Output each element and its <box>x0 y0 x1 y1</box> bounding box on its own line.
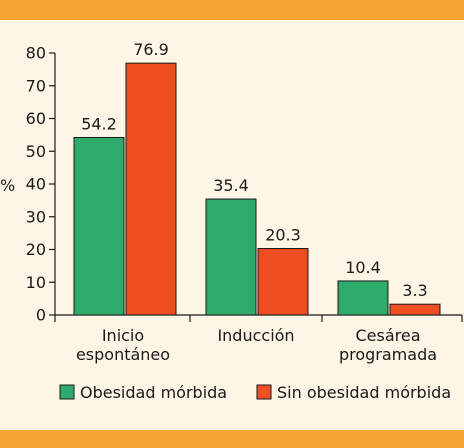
top-band <box>0 0 464 20</box>
bar <box>389 303 441 316</box>
y-tick-label: 10 <box>26 273 46 292</box>
y-tick-label: 30 <box>26 207 46 226</box>
data-label: 35.4 <box>213 176 249 195</box>
legend-label: Obesidad mórbida <box>80 383 227 402</box>
bar <box>257 248 309 316</box>
y-tick-label: 70 <box>26 76 46 95</box>
data-label: 3.3 <box>402 281 427 300</box>
y-tick-label: 40 <box>26 175 46 194</box>
x-category-label: Inicio <box>102 326 144 345</box>
data-label: 54.2 <box>81 114 117 133</box>
legend-swatch <box>256 384 272 400</box>
y-tick-label: 0 <box>36 306 46 325</box>
bar <box>205 198 257 316</box>
data-label: 20.3 <box>265 226 301 245</box>
y-tick-label: 80 <box>26 44 46 63</box>
x-category-label: Inducción <box>217 326 294 345</box>
legend-swatch <box>59 384 75 400</box>
x-category-label: programada <box>339 345 437 364</box>
x-category-label: Cesárea <box>355 326 420 345</box>
x-category-label: espontáneo <box>76 345 170 364</box>
bottom-band <box>0 430 464 448</box>
data-label: 10.4 <box>345 258 381 277</box>
bar <box>73 136 125 316</box>
data-label: 76.9 <box>133 40 169 59</box>
legend-label: Sin obesidad mórbida <box>277 383 451 402</box>
y-axis-label: % <box>0 176 15 195</box>
y-tick-label: 20 <box>26 240 46 259</box>
bar <box>125 62 177 316</box>
y-tick-label: 50 <box>26 142 46 161</box>
bar <box>337 280 389 316</box>
y-tick-label: 60 <box>26 109 46 128</box>
